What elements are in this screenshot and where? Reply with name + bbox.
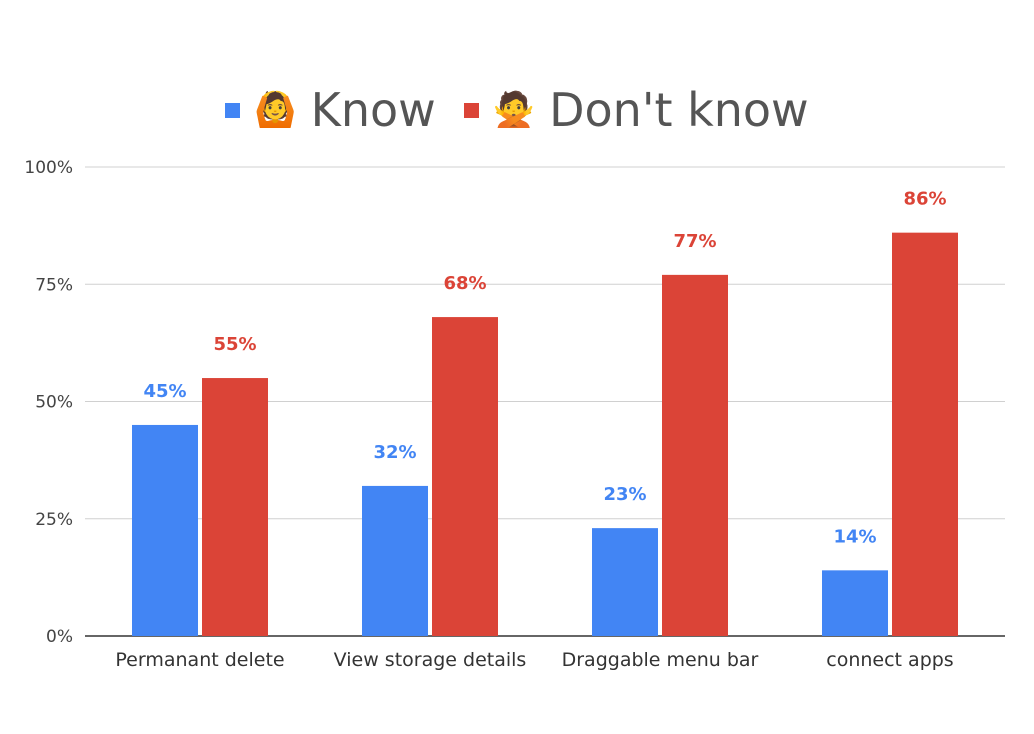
data-label: 77% bbox=[673, 231, 716, 252]
legend: 🙆 Know 🙅 Don't know bbox=[0, 78, 1034, 142]
data-label: 55% bbox=[213, 334, 256, 355]
category-label: View storage details bbox=[334, 649, 527, 671]
know-gesture-icon: 🙆 bbox=[254, 90, 297, 130]
data-label: 14% bbox=[833, 526, 876, 547]
bar bbox=[432, 317, 498, 636]
y-tick-label: 0% bbox=[46, 627, 73, 647]
bar bbox=[892, 232, 958, 636]
legend-item-know: 🙆 Know bbox=[225, 83, 436, 137]
legend-label-dont-know: Don't know bbox=[549, 83, 809, 137]
bar bbox=[592, 528, 658, 636]
bar bbox=[202, 378, 268, 636]
y-tick-label: 50% bbox=[35, 393, 73, 413]
y-tick-label: 25% bbox=[35, 510, 73, 530]
data-label: 23% bbox=[603, 484, 646, 505]
bar bbox=[362, 485, 428, 636]
bar bbox=[132, 424, 198, 636]
data-label: 45% bbox=[143, 381, 186, 402]
bar bbox=[662, 274, 728, 636]
bar bbox=[822, 570, 888, 636]
data-label: 68% bbox=[443, 273, 486, 294]
y-tick-label: 75% bbox=[35, 275, 73, 295]
legend-swatch-dont-know bbox=[463, 102, 479, 118]
legend-label-know: Know bbox=[310, 83, 436, 137]
category-label: connect apps bbox=[826, 649, 953, 671]
data-label: 86% bbox=[903, 189, 946, 210]
category-label: Permanant delete bbox=[115, 649, 284, 671]
category-label: Draggable menu bar bbox=[562, 649, 759, 671]
legend-item-dont-know: 🙅 Don't know bbox=[463, 83, 809, 137]
legend-swatch-know bbox=[225, 102, 241, 118]
dont-know-gesture-icon: 🙅 bbox=[492, 90, 536, 130]
y-tick-label: 100% bbox=[24, 158, 73, 178]
data-label: 32% bbox=[373, 442, 416, 463]
